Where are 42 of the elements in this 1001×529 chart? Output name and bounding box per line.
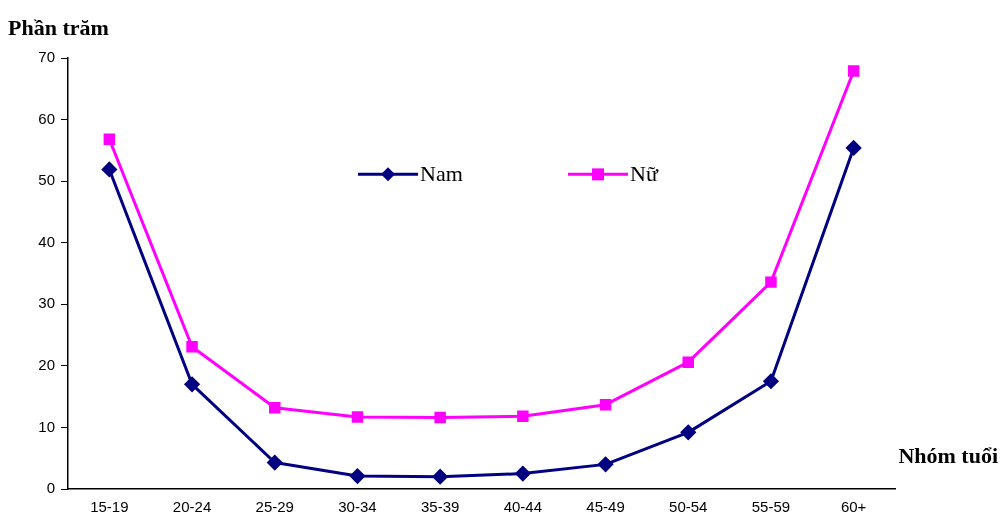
point [349,468,365,484]
point [101,161,117,177]
x-tick-label: 50-54 [669,498,708,516]
legend-label: Nam [420,161,463,187]
y-tick-label: 70 [38,48,55,66]
x-tick-label: 35-39 [420,498,460,516]
point [351,411,364,423]
y-axis-title: Phần trăm [8,15,109,40]
x-tick-label: 40-44 [503,498,543,516]
y-tick-label: 10 [38,417,55,435]
y-tick-label: 30 [38,294,55,312]
y-tick-label: 50 [38,171,55,189]
x-tick-label: 25-29 [255,498,294,516]
point [432,469,448,485]
legend-label: Nữ [630,161,659,187]
x-tick-label: 45-49 [586,498,625,516]
point [765,276,777,288]
x-tick-label: 15-19 [90,498,129,516]
point [267,455,283,471]
point [103,133,116,146]
x-tick-label: 30-34 [338,498,377,516]
point [598,456,614,472]
point [680,424,696,440]
x-tick-label: 20-24 [172,498,212,516]
point [517,410,529,423]
y-tick-label: 0 [46,479,55,497]
point [763,373,779,389]
x-axis-title: Nhóm tuổi [898,443,998,468]
y-tick-label: 20 [38,356,55,373]
point [599,398,612,411]
x-tick-label: 55-59 [751,498,791,516]
point [847,65,860,77]
point [515,466,531,482]
x-tick-label: 60+ [840,498,867,516]
point [682,356,694,368]
point [184,376,200,392]
point [186,341,198,353]
point [269,401,281,414]
y-tick-label: 40 [38,232,55,250]
point [434,411,446,424]
point [846,140,862,156]
y-tick-label: 60 [38,109,55,127]
